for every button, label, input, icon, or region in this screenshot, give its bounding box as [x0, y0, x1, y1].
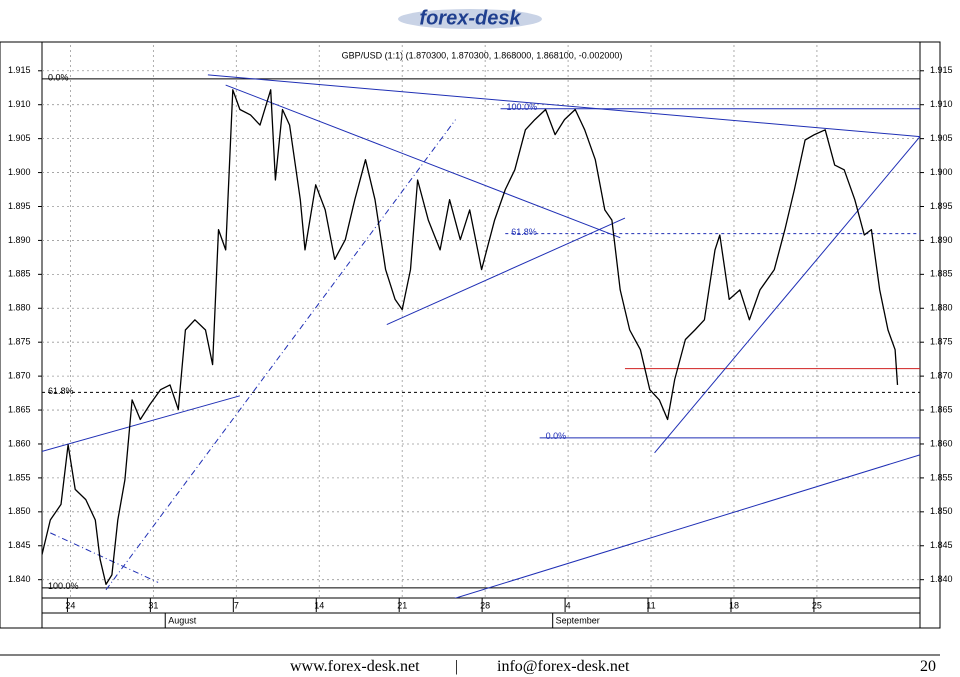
y-tick-label: 1.880: [8, 303, 31, 313]
y-tick-label: 1.870: [8, 370, 31, 380]
y-tick-label: 1.840: [8, 574, 31, 584]
y2-tick-label: 1.910: [930, 99, 953, 109]
level-label: 61.8%: [48, 386, 74, 396]
y2-tick-label: 1.875: [930, 337, 953, 347]
y2-tick-label: 1.885: [930, 269, 953, 279]
x-tick-label: 24: [65, 600, 75, 610]
level-label: 0.0%: [48, 72, 69, 82]
y-tick-label: 1.885: [8, 269, 31, 279]
footer-separator: |: [455, 658, 459, 675]
month-label: August: [168, 615, 197, 625]
x-tick-label: 31: [148, 600, 158, 610]
x-tick-label: 4: [566, 600, 571, 610]
y2-tick-label: 1.850: [930, 506, 953, 516]
y2-tick-label: 1.905: [930, 133, 953, 143]
x-tick-label: 18: [729, 600, 739, 610]
y-tick-label: 1.875: [8, 337, 31, 347]
y2-tick-label: 1.895: [930, 201, 953, 211]
logo-swoosh: [398, 9, 542, 29]
trend-line: [207, 74, 920, 138]
y2-tick-label: 1.890: [930, 235, 953, 245]
chart-title: GBP/USD (1:1) (1.870300, 1.870300, 1.868…: [342, 50, 623, 60]
page-number: 20: [920, 658, 936, 675]
y-tick-label: 1.865: [8, 404, 31, 414]
y-tick-label: 1.845: [8, 540, 31, 550]
y-tick-label: 1.855: [8, 472, 31, 482]
y2-tick-label: 1.865: [930, 404, 953, 414]
trend-line: [654, 136, 920, 454]
price-line: [42, 89, 899, 586]
y-tick-label: 1.910: [8, 99, 31, 109]
trend-line: [42, 395, 241, 452]
y2-tick-label: 1.845: [930, 540, 953, 550]
y2-tick-label: 1.855: [930, 472, 953, 482]
level-label: 100.0%: [48, 581, 79, 591]
y2-tick-label: 1.880: [930, 303, 953, 313]
footer-site: www.forex-desk.net: [290, 658, 420, 675]
trend-line: [386, 217, 626, 326]
y-tick-label: 1.905: [8, 133, 31, 143]
level-label: 100.0%: [507, 102, 538, 112]
x-tick-label: 7: [234, 600, 239, 610]
footer-email: info@forex-desk.net: [497, 658, 630, 675]
y-tick-label: 1.890: [8, 235, 31, 245]
month-label: September: [556, 615, 600, 625]
x-tick-label: 14: [314, 600, 324, 610]
y2-tick-label: 1.915: [930, 65, 953, 75]
level-label: 61.8%: [511, 227, 537, 237]
y-tick-label: 1.915: [8, 65, 31, 75]
logo: forex-desk: [398, 7, 542, 29]
trend-line: [225, 84, 621, 239]
logo-text: forex-desk: [419, 7, 521, 29]
y-tick-label: 1.900: [8, 167, 31, 177]
y2-tick-label: 1.900: [930, 167, 953, 177]
x-tick-label: 28: [480, 600, 490, 610]
y2-tick-label: 1.870: [930, 370, 953, 380]
x-tick-label: 21: [397, 600, 407, 610]
y2-tick-label: 1.840: [930, 574, 953, 584]
x-tick-label: 25: [812, 600, 822, 610]
y-tick-label: 1.895: [8, 201, 31, 211]
y2-tick-label: 1.860: [930, 438, 953, 448]
trend-line: [454, 454, 920, 598]
level-label: 0.0%: [546, 431, 567, 441]
plot-area: 0.0% 61.8% 100.0% 100.0% 61.8% 0.0%: [42, 72, 920, 598]
y-tick-label: 1.850: [8, 506, 31, 516]
x-tick-label: 11: [646, 600, 655, 610]
chart-frame: [0, 41, 941, 629]
y-tick-label: 1.860: [8, 438, 31, 448]
